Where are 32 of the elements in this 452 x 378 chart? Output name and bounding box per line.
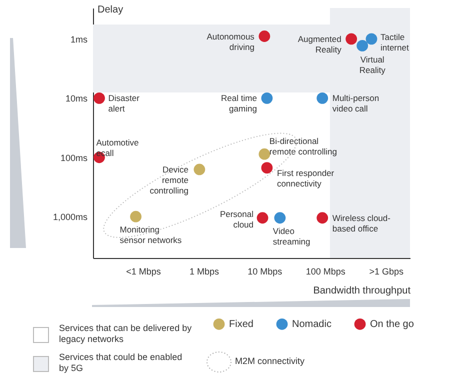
annotation: First responder connectivity (276, 168, 334, 188)
annotation: Monitoring sensor networks (120, 224, 182, 246)
legend-label: On the go (370, 319, 414, 330)
legend-label: Fixed (229, 319, 254, 330)
annotation: Autonomous driving (206, 31, 255, 52)
x-tick-label: 1 Mbps (189, 266, 220, 276)
y-tick-label: 100ms (60, 152, 88, 163)
annotation: Real time gaming (221, 93, 258, 114)
annotation: Device remote controlling (150, 164, 189, 196)
annotation: Bi-directional remote controlling (269, 136, 338, 157)
legend-label: Services that could be enabled by 5G (59, 352, 184, 374)
legend-label: Nomadic (292, 319, 332, 330)
annotation: Multi-person video call (332, 93, 380, 114)
annotation: Wireless cloud-based office (332, 212, 391, 234)
x-axis-title: Bandwidth throughput (313, 286, 411, 296)
annotation: Personal cloud (220, 208, 254, 230)
y-tick-label: 1,000ms (52, 212, 88, 222)
annotation: Disaster alert (108, 93, 140, 114)
y-tick-label: 1ms (70, 34, 88, 44)
annotation: Video streaming (272, 226, 311, 246)
annotation: Tactile internet (380, 32, 410, 52)
annotation: Augmented Reality (298, 34, 342, 54)
x-tick-label: 100 Mbps (306, 266, 346, 276)
text: Services that can be delivered by legacy networks (59, 323, 193, 345)
annotation: Virtual Reality (359, 54, 386, 76)
x-tick-label: <1 Mbps (126, 266, 162, 276)
annotation: Automotive ecall (96, 137, 140, 158)
text: M2M connectivity (235, 356, 305, 367)
x-tick-label: >1 Gbps (369, 266, 404, 276)
x-tick-label: 10 Mbps (248, 266, 283, 276)
y-tick-label: 10ms (65, 94, 88, 104)
y-axis-title: Delay (98, 4, 124, 16)
